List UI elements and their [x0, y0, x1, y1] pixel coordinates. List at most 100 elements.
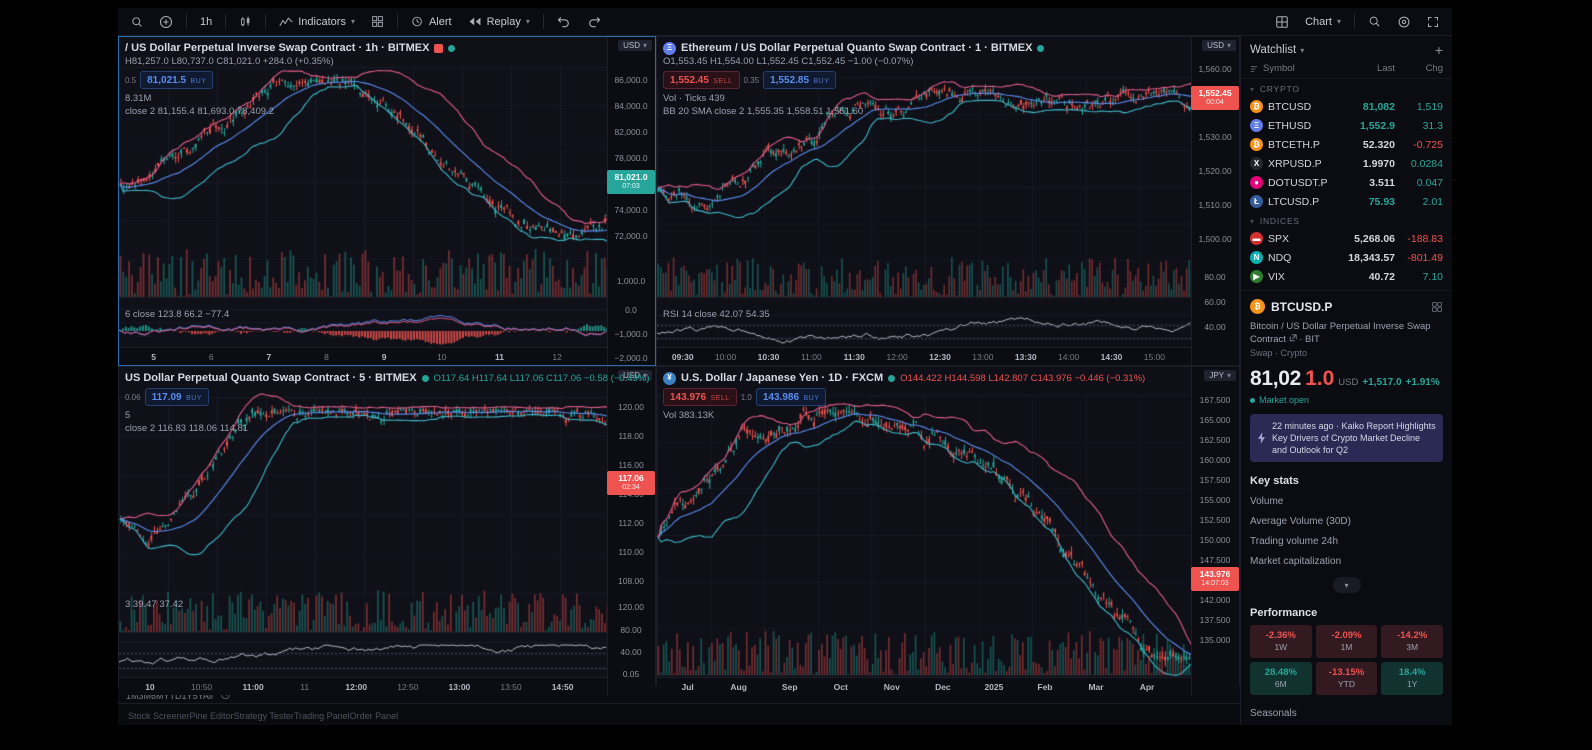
right-sidebar: Watchlist ▾ + Symbol Last Chg ▾ CRYPTO ₿ BT…: [1240, 36, 1452, 725]
range-button[interactable]: 5Y: [192, 690, 203, 701]
toolbar-divider: [396, 14, 398, 29]
add-symbol-button[interactable]: [152, 11, 180, 33]
status-item[interactable]: Stock Screener: [128, 710, 190, 721]
watchlist-title[interactable]: Watchlist ▾: [1250, 44, 1304, 56]
redo-icon: [587, 16, 601, 28]
price-scale-tl[interactable]: USD ▾ 86,000.084,000.082,000.078,000.076…: [607, 37, 655, 365]
indicators-button[interactable]: Indicators ▾: [272, 11, 362, 33]
watchlist-row[interactable]: ₿ BTCETH.P 52.320 -0.725: [1241, 135, 1452, 154]
external-link-icon[interactable]: [1289, 334, 1297, 342]
watchlist-symbol-label: ETHUSD: [1268, 119, 1312, 132]
time-scale-bl[interactable]: 10 10:50 11:00 11 12:00 12:50 13:00 13:50 14:50: [119, 677, 607, 695]
performance-value: -14.2%: [1397, 630, 1428, 641]
replay-button[interactable]: Replay ▾: [461, 11, 537, 33]
watchlist-row[interactable]: ▬ SPX 5,268.06 -188.83: [1241, 229, 1452, 248]
time-tick: Aug: [730, 682, 747, 692]
chart-pane-btcusd-1h[interactable]: / US Dollar Perpetual Inverse Swap Contr…: [118, 36, 656, 366]
performance-label: YTD: [1337, 679, 1355, 689]
price-scale-bl[interactable]: USD ▾ 120.00118.00116.00114.00112.00110.…: [607, 367, 655, 695]
news-card[interactable]: 22 minutes ago · Kaiko Report Highlights…: [1250, 414, 1443, 462]
range-button[interactable]: All: [202, 690, 213, 701]
time-scale-tr[interactable]: 09:30 10:00 10:30 11:00 11:30 12:00 12:30 13:00…: [657, 347, 1191, 365]
interval-selector[interactable]: 1h: [193, 11, 219, 33]
chevron-down-icon: ▾: [1250, 84, 1255, 94]
expand-detail-icon[interactable]: [1431, 301, 1443, 313]
time-tick: Sep: [781, 682, 798, 692]
range-button[interactable]: 3M: [138, 690, 152, 701]
watchlist-group-label: INDICES: [1259, 216, 1300, 226]
price-tick: 40.00: [1204, 322, 1226, 332]
time-scale-tl[interactable]: 5 6 7 8 9 10 11 12: [119, 347, 607, 365]
add-symbol-button[interactable]: +: [1434, 42, 1443, 58]
watchlist-change: -188.83: [1407, 232, 1443, 245]
badge-price-bl: 117.06: [618, 473, 644, 483]
symbol-search-button[interactable]: [124, 11, 150, 33]
undo-button[interactable]: [550, 11, 578, 33]
chart-canvas-btcusd[interactable]: [119, 37, 655, 365]
replay-icon: [468, 16, 482, 27]
save-chart-button[interactable]: Chart ▾: [1298, 11, 1348, 33]
range-button[interactable]: 1M: [126, 690, 139, 701]
plus-circle-icon: [159, 15, 173, 29]
watchlist-row[interactable]: Ξ ETHUSD 1,552.9 31.3: [1241, 116, 1452, 135]
sort-icon[interactable]: [1250, 65, 1258, 73]
key-stats-title: Key stats: [1250, 475, 1299, 487]
redo-button[interactable]: [580, 11, 608, 33]
performance-value: 28.48%: [1264, 667, 1297, 678]
chart-style-button[interactable]: [232, 11, 259, 33]
ticker-icon: X: [1250, 157, 1263, 170]
candle-style-icon: [239, 15, 252, 28]
range-button[interactable]: 6M: [151, 690, 164, 701]
currency-badge-br[interactable]: JPY ▾: [1204, 370, 1236, 381]
chart-pane-quanto-5m[interactable]: US Dollar Perpetual Quanto Swap Contract…: [118, 366, 656, 696]
watchlist-symbol: Ξ ETHUSD: [1250, 119, 1339, 132]
watchlist-row[interactable]: Ł LTCUSD.P 75.93 2.01: [1241, 192, 1452, 211]
watchlist-symbol: X XRPUSD.P: [1250, 157, 1339, 170]
status-item[interactable]: Strategy Tester: [233, 710, 294, 721]
watchlist-row[interactable]: N NDQ 18,343.57 -801.49: [1241, 248, 1452, 267]
column-symbol: Symbol: [1250, 63, 1339, 74]
watchlist-row[interactable]: ● DOTUSDT.P 3.511 0.047: [1241, 173, 1452, 192]
layout-button[interactable]: [1268, 11, 1296, 33]
watchlist-row[interactable]: ₿ BTCUSD 81,082 1,519: [1241, 97, 1452, 116]
time-scale-br[interactable]: Jul Aug Sep Oct Nov Dec 2025 Feb Mar Apr: [657, 677, 1191, 695]
watchlist-change: 1,519: [1416, 100, 1443, 113]
watchlist-symbol: N NDQ: [1250, 251, 1339, 264]
chart-canvas-ethusd[interactable]: [657, 37, 1239, 365]
market-open-dot-icon: [1250, 397, 1255, 403]
watchlist-row[interactable]: X XRPUSD.P 1.9970 0.0284: [1241, 154, 1452, 173]
templates-button[interactable]: [364, 11, 391, 33]
key-stats-list: Volume Average Volume (30D) Trading volume…: [1250, 496, 1443, 567]
chart-pane-usdjpy-1d[interactable]: ¥ U.S. Dollar / Japanese Yen · 1D · FXCM…: [656, 366, 1240, 696]
chart-canvas-usdjpy[interactable]: [657, 367, 1239, 695]
watchlist-group-header[interactable]: ▾ CRYPTO: [1241, 79, 1452, 97]
performance-label: 1Y: [1406, 679, 1418, 689]
snapshot-button[interactable]: [1361, 11, 1388, 33]
settings-button[interactable]: [1390, 11, 1418, 33]
status-item[interactable]: Pine Editor: [189, 710, 234, 721]
watchlist-row[interactable]: ▶ VIX 40.72 7.10: [1241, 267, 1452, 286]
detail-symbol-label: BTCUSD.P: [1271, 299, 1333, 314]
chart-canvas-quanto[interactable]: [119, 367, 655, 695]
expand-stats-button[interactable]: ▾: [1332, 577, 1361, 593]
watchlist-group-header[interactable]: ▾ INDICES: [1241, 211, 1452, 229]
currency-badge-tl[interactable]: USD ▾: [618, 40, 652, 51]
price-scale-tr[interactable]: USD ▾ 1,560.001,540.001,530.001,520.001,…: [1191, 37, 1239, 365]
status-item[interactable]: Order Panel: [349, 710, 399, 721]
range-button[interactable]: YTD: [163, 690, 182, 701]
time-tick: 6: [208, 352, 214, 362]
alert-button[interactable]: Alert: [404, 11, 459, 33]
detail-symbol[interactable]: ₿ BTCUSD.P: [1250, 299, 1332, 314]
price-tick: 40.00: [620, 647, 642, 657]
status-item[interactable]: Trading Panel: [293, 710, 350, 721]
price-scale-br[interactable]: JPY ▾ 167.500 165.000 162.500 160.000 157.50…: [1191, 367, 1239, 695]
chart-pane-ethusd-1m[interactable]: Ξ Ethereum / US Dollar Perpetual Quanto …: [656, 36, 1240, 366]
toolbar-divider: [1354, 14, 1355, 29]
symbol-detail-header: ₿ BTCUSD.P: [1250, 299, 1443, 314]
range-button[interactable]: 1Y: [181, 690, 193, 701]
currency-badge-bl[interactable]: USD ▾: [618, 370, 652, 381]
alert-label: Alert: [428, 15, 452, 28]
time-tick: Feb: [1037, 682, 1053, 692]
fullscreen-button[interactable]: [1420, 11, 1446, 33]
currency-badge-tr[interactable]: USD ▾: [1202, 40, 1236, 51]
